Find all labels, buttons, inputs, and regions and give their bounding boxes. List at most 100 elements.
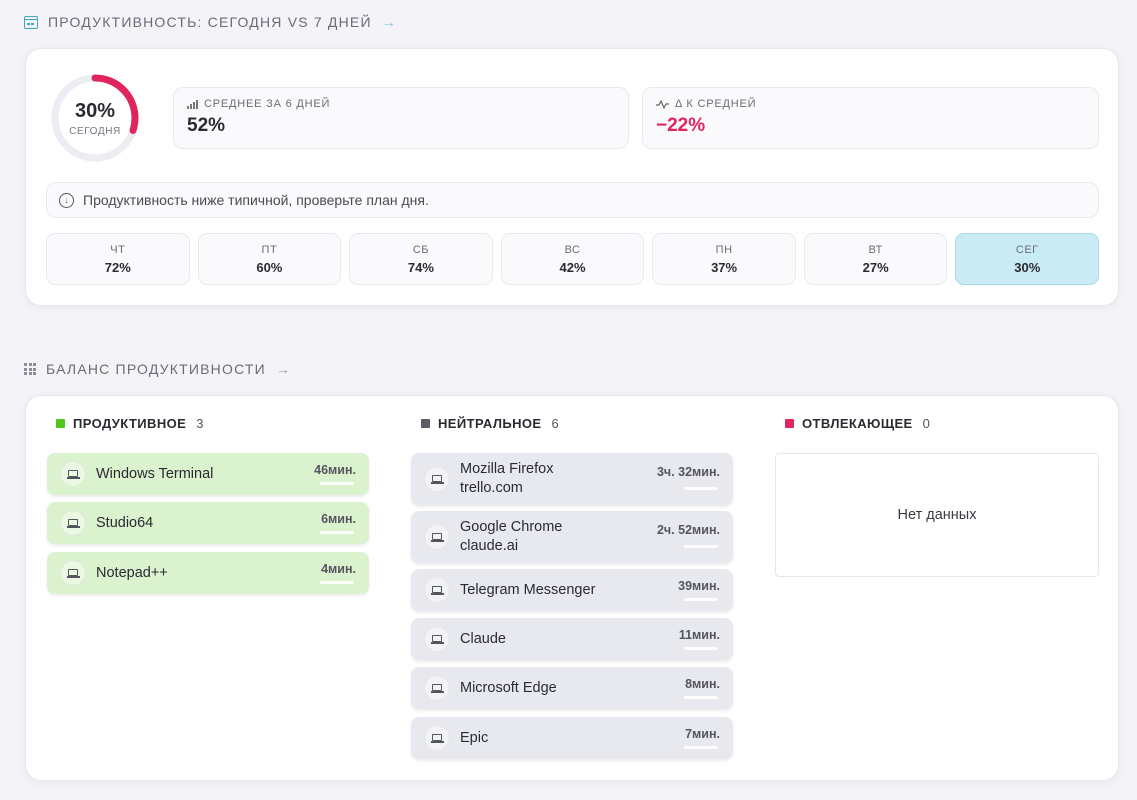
day-tile[interactable]: ВС 42% [500,233,645,285]
app-name: Google Chrome claude.ai [460,518,562,556]
today-label: СЕГОДНЯ [69,125,121,137]
productive-color-swatch [56,419,65,428]
day-tile[interactable]: СБ 74% [349,233,493,285]
balance-card: ПРОДУКТИВНОЕ 3 НЕЙТРАЛЬНОЕ 6 ОТВЛЕКАЮЩЕЕ… [25,395,1119,781]
app-item[interactable]: Google Chrome claude.ai 2ч. 52мин. [411,511,733,563]
section-title-text: БАЛАНС ПРОДУКТИВНОСТИ [46,361,266,377]
day-tile[interactable]: ПТ 60% [197,233,342,285]
app-name: Studio64 [96,514,154,531]
delta-stat: Δ К СРЕДНЕЙ −22% [642,87,1099,149]
day-label: ВС [564,243,581,256]
laptop-icon [424,577,450,603]
arrow-down-circle-icon: ↓ [59,192,74,208]
usage-bar [684,545,718,548]
distracting-empty-state: Нет данных [775,453,1099,577]
productive-header: ПРОДУКТИВНОЕ 3 [56,416,203,431]
usage-bar [320,581,354,584]
notice-text: Продуктивность ниже типичной, проверьте … [83,192,429,208]
neutral-header: НЕЙТРАЛЬНОЕ 6 [421,416,559,431]
section-balance-title[interactable]: БАЛАНС ПРОДУКТИВНОСТИ → [24,361,291,377]
app-item[interactable]: Windows Terminal 46мин. [47,453,369,495]
productive-title: ПРОДУКТИВНОЕ [73,416,187,431]
day-percent: 37% [711,259,738,275]
section-productivity-title[interactable]: ПРОДУКТИВНОСТЬ: СЕГОДНЯ VS 7 ДНЕЙ → [24,14,397,30]
usage-bar [684,487,718,490]
app-time: 46мин. [314,463,356,477]
laptop-icon [60,461,86,487]
day-tile[interactable]: ЧТ 72% [46,233,190,285]
daily-history: ЧТ 72% ПТ 60% СБ 74% ВС 42% ПН 37% ВТ 27% СЕГ 3… [46,233,1100,285]
app-time: 4мин. [321,562,356,576]
grid-icon [24,363,36,375]
distracting-color-swatch [785,419,794,428]
laptop-icon [424,725,450,751]
app-name: Windows Terminal [96,465,214,482]
usage-bar [320,482,354,485]
app-title: Google Chrome [460,519,563,536]
app-time: 3ч. 32мин. [656,465,720,479]
laptop-icon [424,466,450,492]
day-label: СЕГ [1015,243,1039,256]
app-name: Mozilla Firefox trello.com [460,460,553,498]
laptop-icon [424,626,450,652]
app-title: Mozilla Firefox [460,461,554,478]
neutral-count: 6 [551,416,559,431]
productivity-card: 30% СЕГОДНЯ СРЕДНЕЕ ЗА 6 ДНЕЙ 52% Δ К СР… [25,48,1119,306]
app-item[interactable]: Studio64 6мин. [47,502,369,544]
usage-bar [684,647,718,650]
calendar-icon [24,15,38,29]
day-tile[interactable]: ВТ 27% [803,233,948,285]
delta-label: Δ К СРЕДНЕЙ [675,98,757,110]
day-label: ЧТ [110,243,126,256]
app-item[interactable]: Notepad++ 4мин. [47,552,369,594]
app-time: 11мин. [678,628,720,642]
day-percent: 30% [1014,259,1041,275]
app-time: 6мин. [321,512,356,526]
arrow-right-icon[interactable]: → [275,361,292,377]
day-tile-today[interactable]: СЕГ 30% [955,233,1100,285]
arrow-right-icon[interactable]: → [381,14,397,30]
laptop-icon [60,560,86,586]
app-name: Notepad++ [96,564,168,581]
app-time: 2ч. 52мин. [656,523,720,537]
app-name: Telegram Messenger [460,581,596,598]
neutral-color-swatch [421,419,430,428]
day-label: ВТ [868,243,883,256]
app-item[interactable]: Microsoft Edge 8мин. [411,667,733,709]
pulse-icon [656,99,669,109]
usage-bar [684,746,718,749]
average-stat: СРЕДНЕЕ ЗА 6 ДНЕЙ 52% [173,87,629,149]
app-item[interactable]: Claude 11мин. [411,618,733,660]
today-percent: 30% [74,99,116,122]
usage-bar [684,598,718,601]
app-time: 8мин. [685,677,720,691]
app-name: Epic [460,729,489,746]
app-item[interactable]: Mozilla Firefox trello.com 3ч. 32мин. [411,453,733,505]
day-label: СБ [412,243,430,256]
usage-bar [684,696,718,699]
day-percent: 27% [862,259,889,275]
day-percent: 60% [256,259,283,275]
today-ring-chart [51,74,139,162]
app-time: 39мин. [678,579,720,593]
day-tile[interactable]: ПН 37% [652,233,796,285]
day-percent: 42% [559,259,586,275]
laptop-icon [60,510,86,536]
productive-count: 3 [196,416,204,431]
section-title-text: ПРОДУКТИВНОСТЬ: СЕГОДНЯ VS 7 ДНЕЙ [48,14,372,30]
laptop-icon [424,524,450,550]
average-label: СРЕДНЕЕ ЗА 6 ДНЕЙ [204,98,331,110]
distracting-count: 0 [922,416,930,431]
app-item[interactable]: Telegram Messenger 39мин. [411,569,733,611]
distracting-header: ОТВЛЕКАЮЩЕЕ 0 [785,416,930,431]
today-summary: 30% СЕГОДНЯ [50,73,140,163]
app-item[interactable]: Epic 7мин. [411,717,733,759]
app-name: Microsoft Edge [460,679,557,696]
app-domain: claude.ai [460,538,519,554]
day-label: ПТ [261,243,278,256]
day-label: ПН [715,243,733,256]
delta-value: −22% [656,115,706,136]
day-percent: 72% [104,259,131,275]
neutral-title: НЕЙТРАЛЬНОЕ [438,416,542,431]
app-domain: trello.com [460,480,523,496]
